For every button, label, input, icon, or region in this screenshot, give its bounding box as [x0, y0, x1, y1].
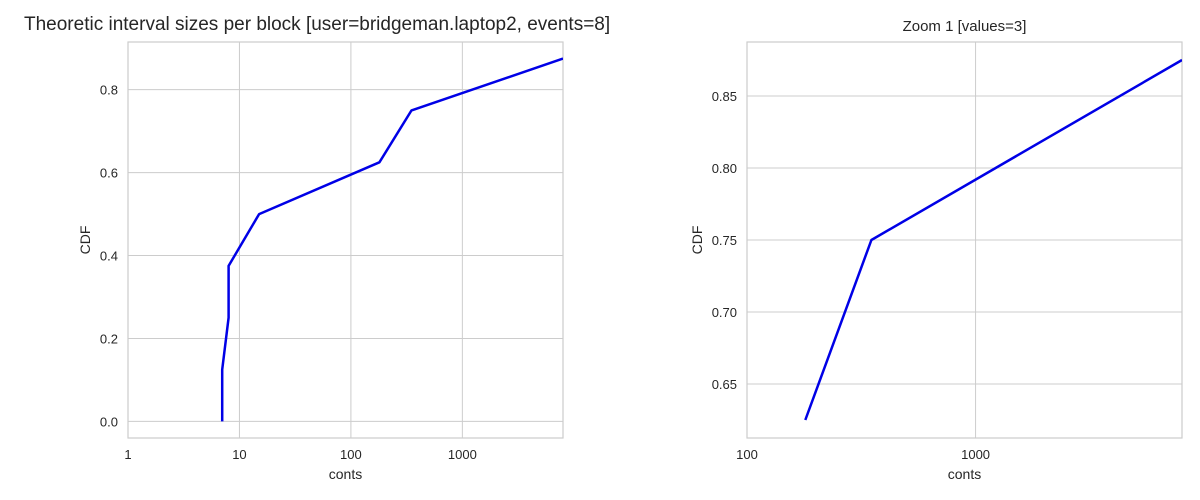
right-y-tick-label: 0.65 [712, 377, 737, 392]
right-x-tick-label: 100 [736, 447, 758, 462]
right-y-tick-label: 0.75 [712, 233, 737, 248]
left-x-tick-label: 10 [232, 447, 246, 462]
right-y-axis-label: CDF [689, 226, 705, 255]
left-plot-area [128, 42, 563, 438]
right-cdf-line [804, 58, 1182, 421]
left-y-axis-label: CDF [77, 226, 93, 255]
right-chart-title: Zoom 1 [values=3] [902, 18, 1027, 35]
right-x-axis-label: conts [948, 466, 981, 482]
left-y-tick-label: 0.2 [100, 331, 118, 346]
right-y-tick-label: 0.70 [712, 305, 737, 320]
right-plot-frame [746, 41, 1183, 439]
right-y-tick-label: 0.85 [712, 89, 737, 104]
left-y-tick-label: 0.0 [100, 414, 118, 429]
left-cdf-line [220, 57, 563, 422]
left-y-tick-label: 0.4 [100, 249, 118, 264]
left-y-tick-label: 0.6 [100, 166, 118, 181]
left-plot-frame [127, 41, 564, 439]
left-x-axis-label: conts [329, 466, 362, 482]
right-x-tick-label: 1000 [961, 447, 990, 462]
left-x-tick-label: 100 [340, 447, 362, 462]
left-y-tick-label: 0.8 [100, 83, 118, 98]
left-x-tick-label: 1000 [448, 447, 477, 462]
right-y-tick-label: 0.80 [712, 161, 737, 176]
left-chart-title: Theoretic interval sizes per block [user… [24, 14, 611, 35]
left-x-tick-label: 1 [124, 447, 131, 462]
